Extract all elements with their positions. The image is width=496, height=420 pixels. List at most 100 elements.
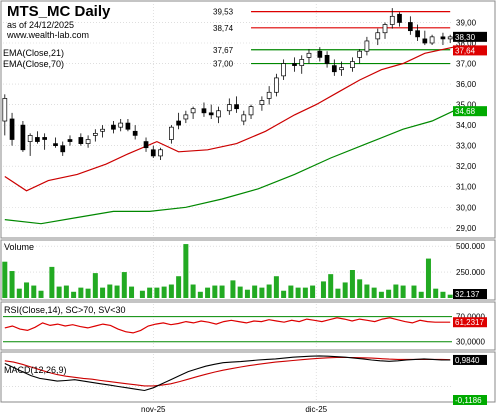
volume-bar [121,272,127,298]
volume-bar [425,258,431,298]
volume-bar [433,288,439,298]
volume-bar [129,286,135,298]
volume-bar [302,287,308,298]
volume-bar [205,287,211,298]
volume-bar [310,285,316,298]
candle-up [306,52,312,58]
candle-down [35,137,40,142]
candle-up [357,50,363,58]
volume-bar [237,286,243,298]
volume-bar [252,285,258,298]
rsi-value-text: 61,2317 [455,318,484,327]
candle-up [375,32,381,40]
candle-up [158,149,163,157]
price-tick-label: 32,00 [456,162,477,171]
volume-bar [230,280,236,298]
price-tick-label: 30,00 [456,203,477,212]
price-tick-label: 34,00 [456,121,477,130]
candle-down [440,36,446,40]
candle-up [118,122,124,128]
as-of-date: as of 24/12/2025 [7,20,74,30]
candle-down [53,143,58,147]
volume-bar [266,284,272,298]
candle-down [42,137,47,140]
candle-down [67,139,73,142]
candle-up [190,108,196,114]
volume-bar [400,285,406,298]
rsi-tick-label: 30,0000 [456,338,485,347]
candle-up [183,114,189,120]
ema70-line [4,110,455,225]
volume-bar [273,276,279,298]
candle-down [9,118,15,140]
candle-up [299,59,305,66]
price-value-tag [453,31,487,42]
macd-layer [4,355,451,392]
volume-bar [393,284,399,298]
candle-down [234,104,239,110]
volume-bar [259,287,265,298]
candle-down [408,22,413,32]
level-label: 39,53 [213,8,234,17]
legend-ema70: EMA(Close,70) [3,59,64,69]
candle-up [266,91,272,99]
volume-bar [349,270,355,298]
candle-up [364,40,370,52]
price-value-text: 37,64 [455,46,476,55]
rsi-line [4,317,451,334]
rsi-layer [3,316,452,343]
macd-hist-text: -0,1186 [455,396,482,405]
volume-bar [56,286,62,298]
volume-bar [371,287,377,298]
candle-down [125,122,131,130]
volume-bar [418,291,424,298]
candle-down [397,13,402,23]
axis-labels: 29,00 30,00 31,00 32,00 33,00 34,00 35,00 36,00… [141,8,487,414]
volume-bar [197,291,203,298]
volume-bar [183,244,189,298]
candle-down [143,141,149,149]
price-tick-label: 31,00 [456,183,477,192]
volume-bar [16,288,22,298]
ema70-layer [4,110,455,225]
candle-up [259,100,265,105]
volume-bar [447,294,453,298]
macd-line [4,355,451,392]
ema21-layer [4,46,454,192]
volume-bar [38,290,44,298]
candles-layer [2,8,453,161]
volume-bar [161,286,167,298]
candle-up [339,67,344,71]
volume-bar [147,287,153,298]
candle-up [350,61,355,68]
volume-bar [49,266,55,298]
rsi-tick-label: 70,0000 [456,313,485,322]
candle-up [2,98,8,122]
legend-ema21: EMA(Close,21) [3,48,64,58]
volume-bar [2,261,8,298]
candle-down [60,145,66,153]
volume-bar [295,287,301,298]
rsi-label: RSI(Close,14), SC>70, SV<30 [4,305,126,315]
level-label: 38,74 [213,24,234,33]
volume-bar [335,288,341,298]
candle-down [176,120,181,126]
chart-title: MTS_MC Daily [7,3,111,20]
volume-bar [107,284,113,298]
grid-layer [3,4,452,400]
source-site: www.wealth-lab.com [6,30,89,40]
volume-bar [357,279,363,298]
price-value-tag [453,45,487,56]
candle-up [226,104,232,112]
volume-bar [63,285,69,298]
candle-up [85,139,91,144]
volume-bar [9,271,15,298]
volume-bar [342,282,348,298]
price-value-text: 38,30 [455,33,476,42]
macd-hist-tag [453,395,487,405]
volume-bar [281,290,287,298]
volume-bar [92,273,98,298]
candle-up [100,128,105,132]
